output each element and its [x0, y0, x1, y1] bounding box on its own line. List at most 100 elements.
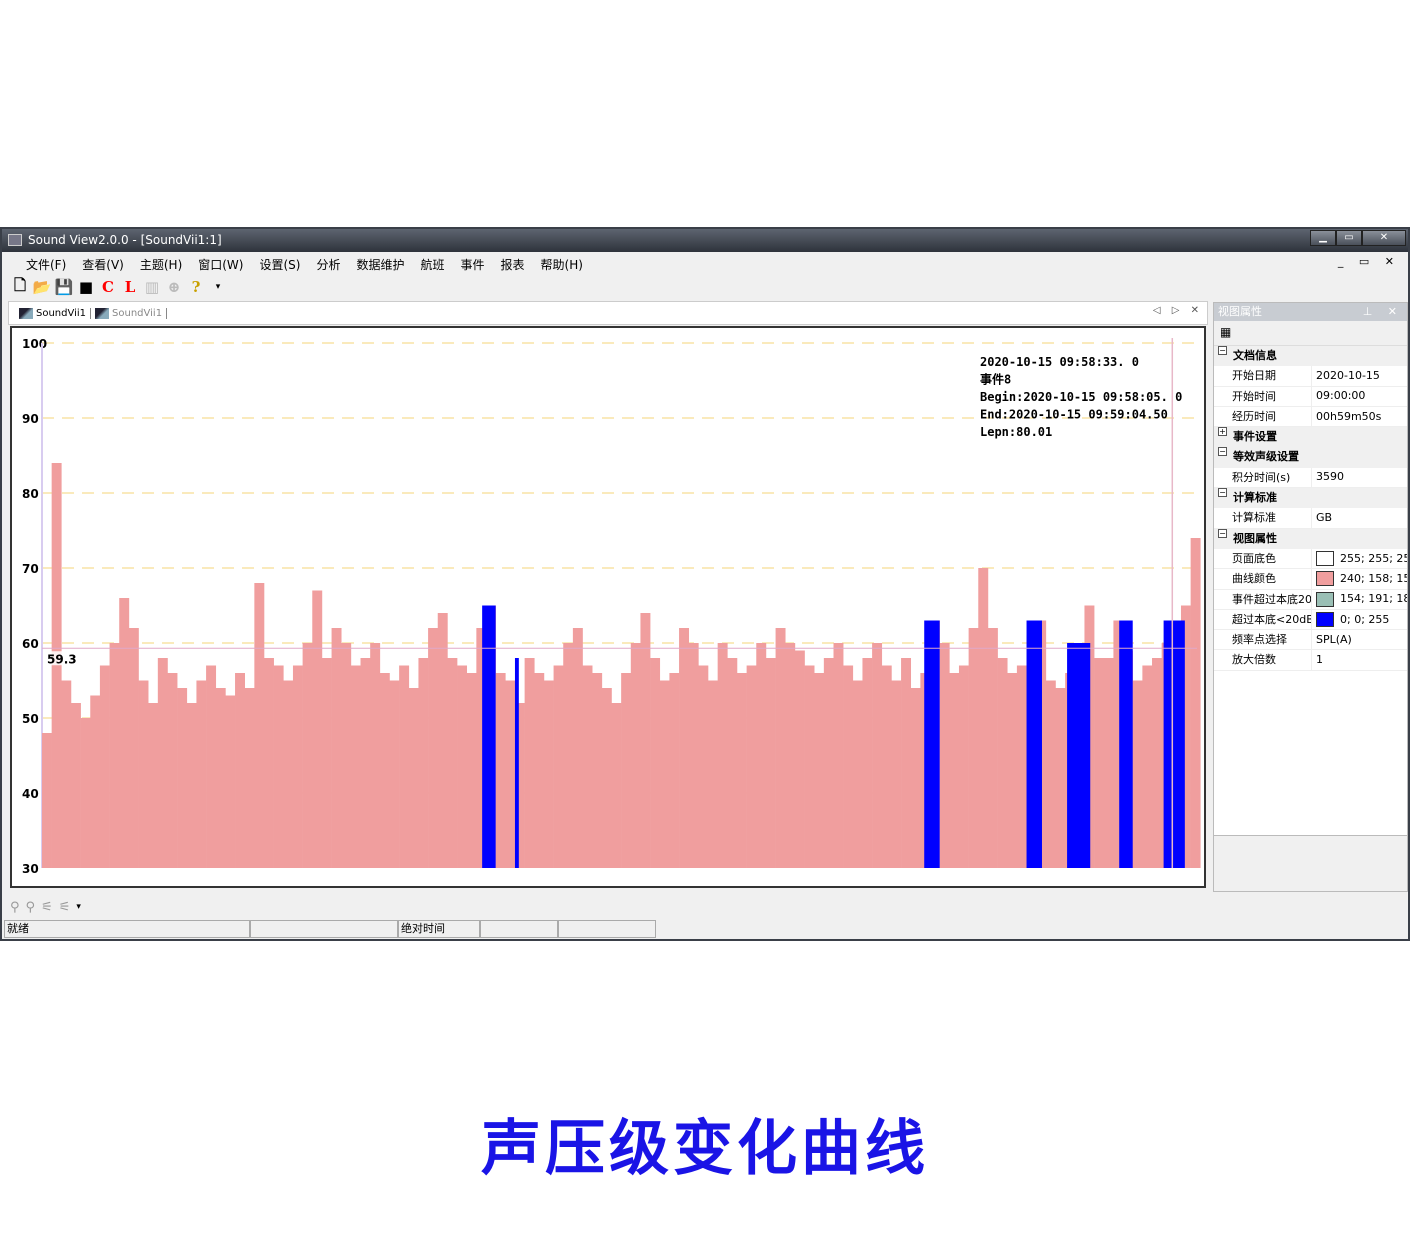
property-category[interactable]: − 文档信息	[1214, 346, 1407, 367]
menu-item[interactable]: 窗口(W)	[198, 257, 244, 272]
chart-area[interactable]: 30 40 50 60 70 80 90 100 59.3 2020-10-15 09:58:33…	[10, 326, 1206, 888]
tab-scroll-controls[interactable]: ◁ ▷ ✕	[1152, 305, 1203, 316]
status-pane: 就绪	[4, 920, 250, 938]
property-category[interactable]: − 视图属性	[1214, 528, 1407, 549]
zoom-out-icon[interactable]: ⚲	[25, 899, 36, 915]
tab-soundvii[interactable]: SoundVii1	[15, 307, 92, 319]
collapse-icon[interactable]: −	[1218, 447, 1227, 457]
property-row[interactable]: 开始日期 2020-10-15	[1214, 366, 1407, 387]
property-category[interactable]: + 事件设置	[1214, 427, 1407, 448]
level-bar	[119, 598, 130, 868]
l-icon[interactable]: L	[124, 278, 136, 296]
property-row[interactable]: 页面底色 255; 255; 255	[1214, 548, 1407, 570]
zoom-y-icon[interactable]: ⚟	[58, 899, 71, 915]
menu-item[interactable]: 报表	[500, 257, 525, 272]
level-bar	[843, 665, 854, 868]
y-tick-label: 50	[22, 712, 39, 726]
level-bar	[457, 665, 468, 868]
property-key: 积分时间(s)	[1214, 467, 1312, 489]
new-file-icon[interactable]: 🗋	[13, 275, 27, 294]
y-tick-label: 30	[22, 862, 39, 876]
window-title: Sound View2.0.0 - [SoundVii1:1]	[28, 233, 222, 247]
property-row[interactable]: 超过本底<20dB 0; 0; 255	[1214, 609, 1407, 631]
level-bar	[524, 658, 535, 868]
property-category[interactable]: − 等效声级设置	[1214, 447, 1407, 468]
level-bar	[1016, 665, 1027, 868]
minimize-button[interactable]: ▁	[1310, 230, 1336, 246]
tab-soundvii[interactable]: SoundVii1	[91, 307, 168, 319]
level-bar	[736, 673, 747, 868]
level-bar	[379, 673, 390, 868]
level-bar	[727, 658, 738, 868]
property-row[interactable]: 计算标准 GB	[1214, 508, 1407, 529]
level-bar	[650, 658, 661, 868]
level-bar	[659, 680, 670, 868]
add-circle-icon[interactable]: ⊕	[167, 278, 181, 296]
level-bar	[99, 665, 110, 868]
pin-close-icons[interactable]: ⊥ ✕	[1362, 305, 1403, 318]
menu-item[interactable]: 主题(H)	[139, 257, 183, 272]
category-label: 视图属性	[1233, 531, 1277, 545]
property-row[interactable]: 经历时间 00h59m50s	[1214, 406, 1407, 428]
zoom-in-icon[interactable]: ⚲	[10, 899, 20, 915]
zoom-x-icon[interactable]: ⚟	[41, 899, 53, 915]
categorized-view-icon[interactable]: ▦	[1220, 325, 1232, 339]
property-row[interactable]: 开始时间 09:00:00	[1214, 386, 1407, 407]
collapse-icon[interactable]: −	[1218, 488, 1227, 498]
property-row[interactable]: 事件超过本底20 154; 191; 181	[1214, 589, 1407, 610]
color-swatch[interactable]	[1316, 571, 1334, 587]
property-value: 255; 255; 255	[1340, 551, 1407, 565]
level-bar	[273, 665, 284, 868]
level-bar	[206, 665, 217, 868]
menu-item[interactable]: 事件	[460, 257, 485, 272]
expand-icon[interactable]: +	[1218, 427, 1227, 437]
close-button[interactable]: ✕	[1362, 230, 1406, 246]
property-key: 超过本底<20dB	[1214, 609, 1312, 631]
chart-icon[interactable]: ▥	[144, 278, 160, 296]
property-row[interactable]: 曲线颜色 240; 158; 158	[1214, 569, 1407, 590]
menu-item[interactable]: 设置(S)	[259, 257, 301, 272]
collapse-icon[interactable]: −	[1218, 528, 1227, 538]
level-bar	[669, 673, 680, 868]
menu-item[interactable]: 文件(F)	[26, 257, 67, 272]
color-swatch[interactable]	[1316, 551, 1334, 567]
c-icon[interactable]: C	[102, 278, 114, 296]
property-row[interactable]: 积分时间(s) 3590	[1214, 467, 1407, 489]
property-value: 154; 191; 181	[1340, 592, 1407, 606]
menu-item[interactable]: 帮助(H)	[540, 257, 583, 272]
menu-item[interactable]: 查看(V)	[82, 257, 124, 272]
color-swatch[interactable]	[1316, 612, 1334, 627]
collapse-icon[interactable]: −	[1218, 346, 1227, 355]
level-bar	[61, 680, 72, 868]
open-folder-icon[interactable]: 📂	[32, 278, 52, 296]
event-annotation: Begin:2020-10-15 09:58:05. 0	[980, 390, 1182, 404]
menu-item[interactable]: 数据维护	[356, 257, 405, 272]
level-bar	[572, 628, 583, 868]
color-swatch[interactable]	[1316, 591, 1334, 607]
property-row[interactable]: 放大倍数 1	[1214, 650, 1407, 671]
maximize-button[interactable]: ▭	[1336, 230, 1362, 246]
mdi-controls[interactable]: _ ▭ ✕	[1337, 255, 1400, 268]
menu-bar: 文件(F) 查看(V) 主题(H) 窗口(W) 设置(S) 分析 数据维护 航班 事件 报表 帮助(…	[6, 253, 1306, 275]
level-bar	[698, 665, 709, 868]
help-icon[interactable]: ?	[191, 278, 201, 296]
property-row[interactable]: 频率点选择 SPL(A)	[1214, 630, 1407, 651]
level-bar	[601, 688, 612, 868]
menu-item[interactable]: 航班	[420, 257, 445, 272]
level-bar	[399, 665, 410, 868]
black-color-icon[interactable]: ■	[78, 278, 94, 296]
level-bar	[138, 680, 149, 868]
dropdown-icon[interactable]: ▾	[215, 282, 221, 292]
event-bar	[482, 605, 496, 868]
level-bar	[196, 680, 207, 868]
event-bar	[924, 620, 940, 868]
menu-item[interactable]: 分析	[316, 257, 341, 272]
level-bar	[1142, 665, 1153, 868]
category-label: 文档信息	[1233, 349, 1277, 362]
event-bar	[1026, 620, 1042, 868]
level-bar	[312, 590, 323, 868]
level-bar	[804, 665, 815, 868]
dropdown-icon[interactable]: ▾	[76, 902, 81, 912]
save-icon[interactable]: 💾	[54, 278, 74, 296]
property-category[interactable]: − 计算标准	[1214, 488, 1407, 509]
